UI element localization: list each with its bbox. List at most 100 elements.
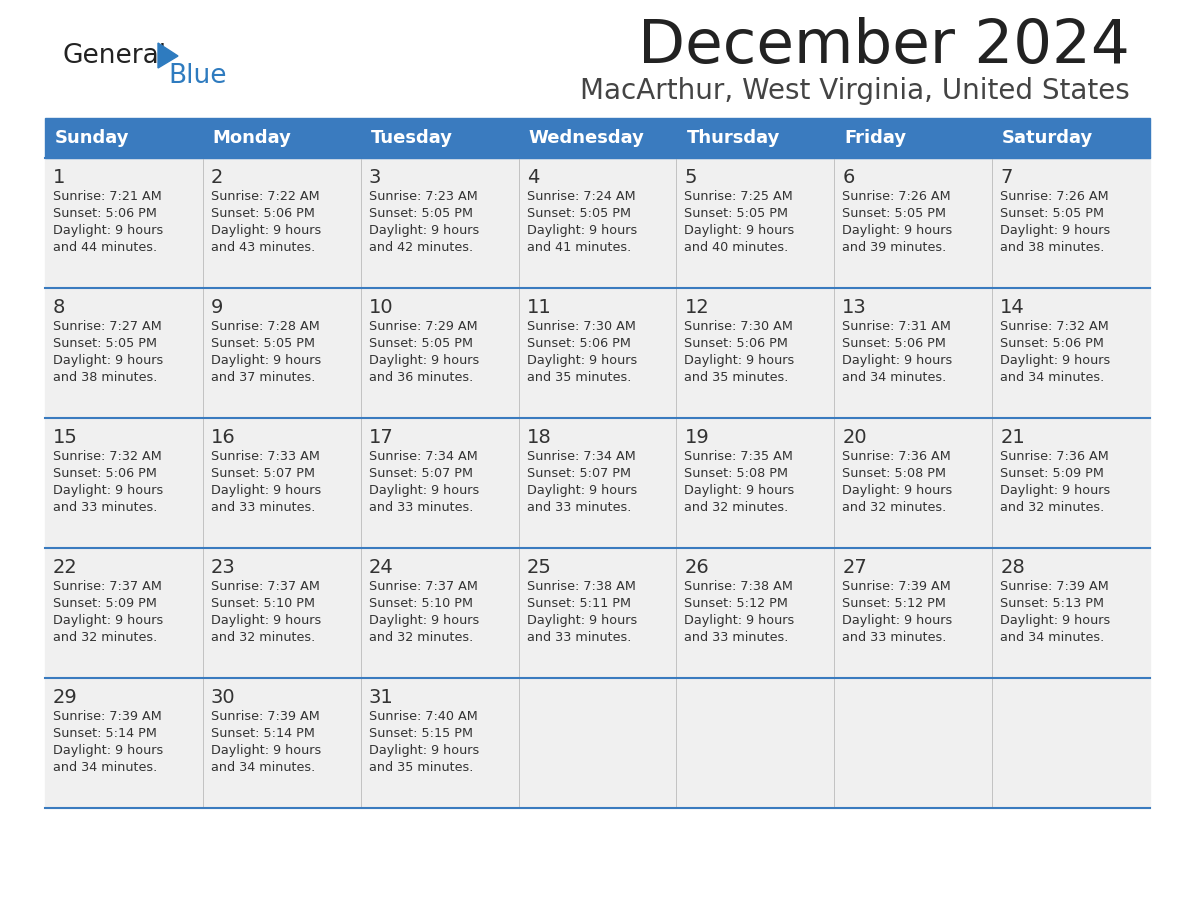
Text: Sunrise: 7:28 AM: Sunrise: 7:28 AM xyxy=(210,320,320,333)
Text: Sunset: 5:05 PM: Sunset: 5:05 PM xyxy=(684,207,789,220)
Text: and 32 minutes.: and 32 minutes. xyxy=(842,501,947,514)
Text: Daylight: 9 hours: Daylight: 9 hours xyxy=(210,614,321,627)
Text: and 38 minutes.: and 38 minutes. xyxy=(1000,241,1105,254)
Text: 6: 6 xyxy=(842,168,854,187)
Text: and 34 minutes.: and 34 minutes. xyxy=(1000,371,1105,384)
Text: Sunrise: 7:39 AM: Sunrise: 7:39 AM xyxy=(1000,580,1108,593)
Text: 7: 7 xyxy=(1000,168,1012,187)
Text: 26: 26 xyxy=(684,558,709,577)
Text: 29: 29 xyxy=(53,688,77,707)
Text: and 35 minutes.: and 35 minutes. xyxy=(526,371,631,384)
Text: Sunrise: 7:37 AM: Sunrise: 7:37 AM xyxy=(53,580,162,593)
Text: Sunrise: 7:36 AM: Sunrise: 7:36 AM xyxy=(1000,450,1108,463)
Text: Daylight: 9 hours: Daylight: 9 hours xyxy=(842,224,953,237)
Text: Daylight: 9 hours: Daylight: 9 hours xyxy=(210,744,321,757)
Text: and 38 minutes.: and 38 minutes. xyxy=(53,371,157,384)
Text: 16: 16 xyxy=(210,428,235,447)
Text: Sunrise: 7:21 AM: Sunrise: 7:21 AM xyxy=(53,190,162,203)
Text: Daylight: 9 hours: Daylight: 9 hours xyxy=(53,744,163,757)
Text: Daylight: 9 hours: Daylight: 9 hours xyxy=(368,354,479,367)
Text: 31: 31 xyxy=(368,688,393,707)
Text: Sunrise: 7:34 AM: Sunrise: 7:34 AM xyxy=(526,450,636,463)
Text: and 32 minutes.: and 32 minutes. xyxy=(210,631,315,644)
Text: and 32 minutes.: and 32 minutes. xyxy=(368,631,473,644)
Text: and 34 minutes.: and 34 minutes. xyxy=(842,371,947,384)
Text: Daylight: 9 hours: Daylight: 9 hours xyxy=(842,484,953,497)
Text: Sunset: 5:05 PM: Sunset: 5:05 PM xyxy=(368,337,473,350)
Text: Sunset: 5:06 PM: Sunset: 5:06 PM xyxy=(1000,337,1104,350)
Text: Wednesday: Wednesday xyxy=(529,129,644,147)
Text: Sunset: 5:08 PM: Sunset: 5:08 PM xyxy=(842,467,947,480)
Text: 1: 1 xyxy=(53,168,65,187)
Bar xyxy=(45,678,1150,808)
Text: Sunset: 5:05 PM: Sunset: 5:05 PM xyxy=(368,207,473,220)
Text: Sunset: 5:05 PM: Sunset: 5:05 PM xyxy=(210,337,315,350)
Bar xyxy=(45,418,1150,548)
Text: Friday: Friday xyxy=(845,129,906,147)
Text: 10: 10 xyxy=(368,298,393,317)
Text: Sunrise: 7:31 AM: Sunrise: 7:31 AM xyxy=(842,320,952,333)
Text: Sunset: 5:15 PM: Sunset: 5:15 PM xyxy=(368,727,473,740)
Text: Sunrise: 7:29 AM: Sunrise: 7:29 AM xyxy=(368,320,478,333)
Text: and 33 minutes.: and 33 minutes. xyxy=(526,501,631,514)
Text: 9: 9 xyxy=(210,298,223,317)
Text: Daylight: 9 hours: Daylight: 9 hours xyxy=(684,614,795,627)
Text: Sunset: 5:10 PM: Sunset: 5:10 PM xyxy=(368,597,473,610)
Text: Sunset: 5:10 PM: Sunset: 5:10 PM xyxy=(210,597,315,610)
Text: Daylight: 9 hours: Daylight: 9 hours xyxy=(842,354,953,367)
Text: Daylight: 9 hours: Daylight: 9 hours xyxy=(526,354,637,367)
Text: Sunrise: 7:32 AM: Sunrise: 7:32 AM xyxy=(1000,320,1108,333)
Text: Sunrise: 7:22 AM: Sunrise: 7:22 AM xyxy=(210,190,320,203)
Text: and 33 minutes.: and 33 minutes. xyxy=(684,631,789,644)
Text: Sunset: 5:07 PM: Sunset: 5:07 PM xyxy=(210,467,315,480)
Text: and 33 minutes.: and 33 minutes. xyxy=(842,631,947,644)
Text: Sunset: 5:05 PM: Sunset: 5:05 PM xyxy=(526,207,631,220)
Text: Daylight: 9 hours: Daylight: 9 hours xyxy=(368,614,479,627)
Text: 14: 14 xyxy=(1000,298,1025,317)
Text: and 41 minutes.: and 41 minutes. xyxy=(526,241,631,254)
Text: Sunrise: 7:37 AM: Sunrise: 7:37 AM xyxy=(368,580,478,593)
Text: MacArthur, West Virginia, United States: MacArthur, West Virginia, United States xyxy=(580,77,1130,105)
Text: Sunset: 5:06 PM: Sunset: 5:06 PM xyxy=(684,337,789,350)
Text: and 34 minutes.: and 34 minutes. xyxy=(1000,631,1105,644)
Bar xyxy=(45,158,1150,288)
Text: Sunrise: 7:39 AM: Sunrise: 7:39 AM xyxy=(53,710,162,723)
Text: Sunset: 5:06 PM: Sunset: 5:06 PM xyxy=(210,207,315,220)
Text: and 33 minutes.: and 33 minutes. xyxy=(368,501,473,514)
Text: 28: 28 xyxy=(1000,558,1025,577)
Text: Sunset: 5:12 PM: Sunset: 5:12 PM xyxy=(684,597,789,610)
Text: and 44 minutes.: and 44 minutes. xyxy=(53,241,157,254)
Text: Sunset: 5:12 PM: Sunset: 5:12 PM xyxy=(842,597,946,610)
Text: Daylight: 9 hours: Daylight: 9 hours xyxy=(53,354,163,367)
Text: Sunset: 5:05 PM: Sunset: 5:05 PM xyxy=(842,207,947,220)
Text: 2: 2 xyxy=(210,168,223,187)
Text: Sunrise: 7:26 AM: Sunrise: 7:26 AM xyxy=(1000,190,1108,203)
Text: and 33 minutes.: and 33 minutes. xyxy=(526,631,631,644)
Text: Sunrise: 7:26 AM: Sunrise: 7:26 AM xyxy=(842,190,950,203)
Text: Daylight: 9 hours: Daylight: 9 hours xyxy=(526,224,637,237)
Text: Daylight: 9 hours: Daylight: 9 hours xyxy=(1000,484,1111,497)
Text: Sunrise: 7:37 AM: Sunrise: 7:37 AM xyxy=(210,580,320,593)
Text: 27: 27 xyxy=(842,558,867,577)
Text: Sunrise: 7:23 AM: Sunrise: 7:23 AM xyxy=(368,190,478,203)
Text: Daylight: 9 hours: Daylight: 9 hours xyxy=(1000,354,1111,367)
Text: Daylight: 9 hours: Daylight: 9 hours xyxy=(684,224,795,237)
Text: Daylight: 9 hours: Daylight: 9 hours xyxy=(526,614,637,627)
Text: Sunrise: 7:30 AM: Sunrise: 7:30 AM xyxy=(684,320,794,333)
Text: Sunset: 5:06 PM: Sunset: 5:06 PM xyxy=(53,207,157,220)
Text: Sunset: 5:05 PM: Sunset: 5:05 PM xyxy=(1000,207,1104,220)
Text: Sunset: 5:05 PM: Sunset: 5:05 PM xyxy=(53,337,157,350)
Text: General: General xyxy=(62,43,166,69)
Text: Sunset: 5:06 PM: Sunset: 5:06 PM xyxy=(526,337,631,350)
Text: and 40 minutes.: and 40 minutes. xyxy=(684,241,789,254)
Text: Sunrise: 7:38 AM: Sunrise: 7:38 AM xyxy=(526,580,636,593)
Text: Sunrise: 7:25 AM: Sunrise: 7:25 AM xyxy=(684,190,794,203)
Text: Sunset: 5:14 PM: Sunset: 5:14 PM xyxy=(53,727,157,740)
Text: Sunrise: 7:33 AM: Sunrise: 7:33 AM xyxy=(210,450,320,463)
Text: Sunset: 5:07 PM: Sunset: 5:07 PM xyxy=(368,467,473,480)
Text: Sunrise: 7:40 AM: Sunrise: 7:40 AM xyxy=(368,710,478,723)
Text: 20: 20 xyxy=(842,428,867,447)
Text: and 36 minutes.: and 36 minutes. xyxy=(368,371,473,384)
Text: Sunrise: 7:32 AM: Sunrise: 7:32 AM xyxy=(53,450,162,463)
Text: and 32 minutes.: and 32 minutes. xyxy=(684,501,789,514)
